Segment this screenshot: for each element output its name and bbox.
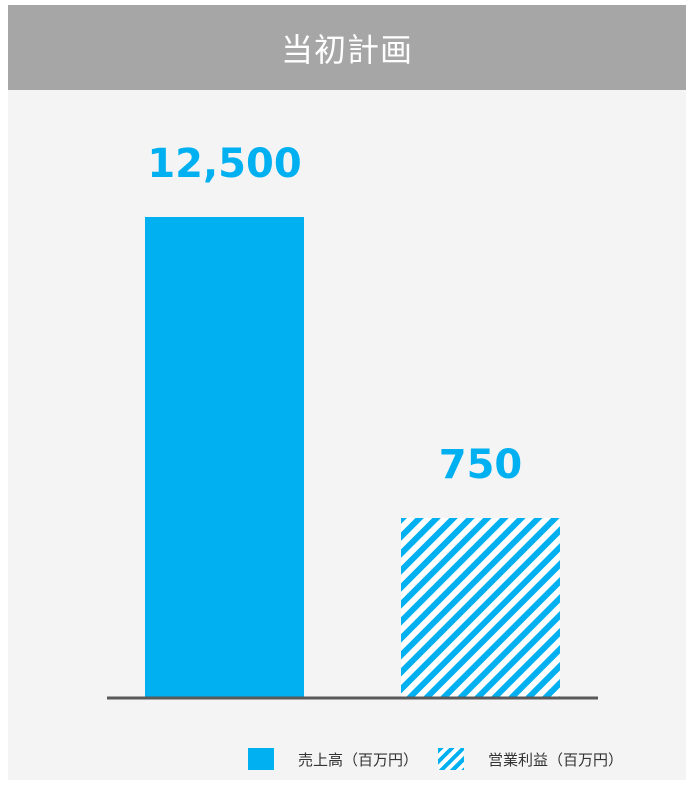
legend-swatch-solid [248,748,274,770]
legend-item-operating-profit: 営業利益（百万円） [438,748,623,770]
bar-sales [145,217,304,698]
bar-operating-profit [401,518,560,698]
bar-operating-profit-value-label: 750 [439,442,523,488]
legend-label-operating-profit: 営業利益（百万円） [488,750,624,769]
legend: 売上高（百万円） 営業利益（百万円） [248,748,623,770]
legend-label-sales: 売上高（百万円） [298,750,419,769]
legend-item-sales: 売上高（百万円） [248,748,418,770]
legend-swatch-hatched [438,748,465,770]
chart-panel: 当初計画 [8,5,686,780]
chart-header: 当初計画 [8,5,686,90]
bar-sales-value-label: 12,500 [147,141,301,187]
chart-title: 当初計画 [280,30,413,69]
